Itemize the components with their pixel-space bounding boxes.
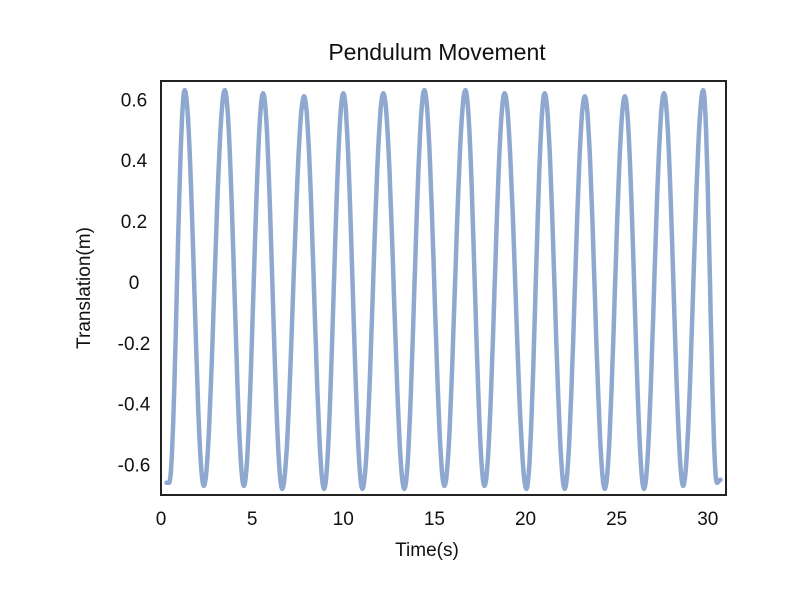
x-axis-label: Time(s) <box>395 540 459 561</box>
y-tick-label: 0.4 <box>121 151 148 172</box>
y-tick-label: -0.2 <box>118 334 151 355</box>
y-tick-label: 0.2 <box>121 212 147 233</box>
x-tick-label: 20 <box>515 509 536 530</box>
series-line <box>164 87 723 492</box>
x-axis-ticks: 0 5 10 15 20 25 30 <box>156 509 719 530</box>
y-tick-label: 0 <box>129 273 140 294</box>
x-tick-label: 30 <box>697 509 718 530</box>
x-tick-label: 0 <box>156 509 167 530</box>
y-tick-label: -0.4 <box>118 395 151 416</box>
x-tick-label: 5 <box>247 509 258 530</box>
y-axis-label: Translation(m) <box>74 227 95 349</box>
plot-frame <box>160 80 727 496</box>
chart-title: Pendulum Movement <box>328 39 546 65</box>
x-tick-label: 15 <box>424 509 445 530</box>
y-axis-ticks: 0.6 0.4 0.2 0 -0.2 -0.4 -0.6 <box>118 90 151 476</box>
y-tick-label: -0.6 <box>118 456 151 477</box>
x-tick-label: 10 <box>333 509 354 530</box>
x-tick-label: 25 <box>606 509 627 530</box>
y-tick-label: 0.6 <box>121 90 147 111</box>
